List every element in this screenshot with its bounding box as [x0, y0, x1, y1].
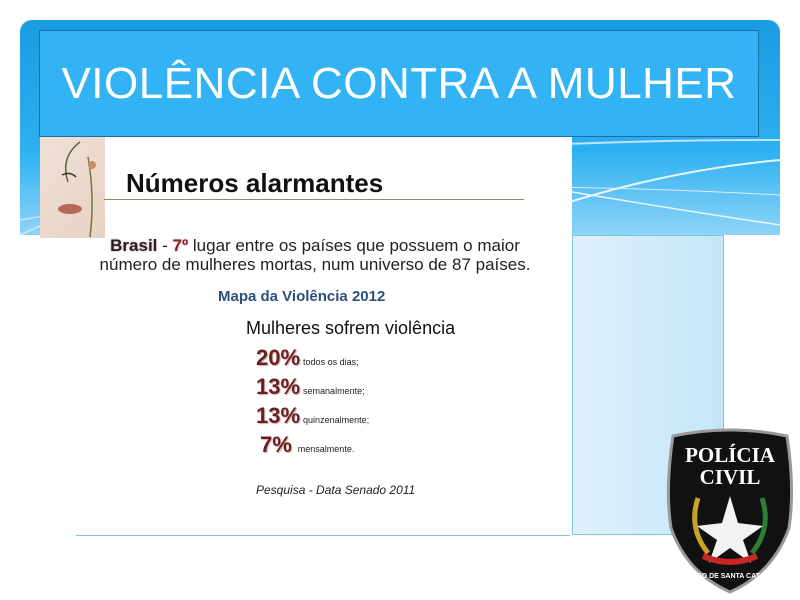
stat-label: semanalmente; [303, 386, 365, 396]
stat-label: quinzenalmente; [303, 415, 370, 425]
stat-percent: 13% [256, 403, 301, 428]
stat-row: 13% semanalmente; [256, 374, 365, 400]
footnote: Pesquisa - Data Senado 2011 [256, 483, 416, 497]
stat-label: todos os dias; [303, 357, 359, 367]
stat-row: 20% todos os dias; [256, 345, 359, 371]
rank-label: 7º [172, 236, 189, 255]
policia-civil-badge-logo: POLÍCIA CIVIL ESTADO DE SANTA CATARINA [666, 428, 794, 594]
stat-percent: 20% [256, 345, 301, 370]
svg-text:CIVIL: CIVIL [700, 465, 761, 489]
stat-row: 7% mensalmente. [260, 432, 354, 458]
source-heading: Mapa da Violência 2012 [218, 288, 386, 305]
stat-label: mensalmente. [297, 444, 355, 454]
title-box: VIOLÊNCIA CONTRA A MULHER [39, 30, 759, 137]
stat-percent: 13% [256, 374, 301, 399]
statement-line2: número de mulheres mortas, num universo … [99, 255, 531, 274]
country-label: Brasil [110, 236, 158, 255]
section-subtitle: Números alarmantes [126, 168, 384, 198]
svg-text:ESTADO DE SANTA CATARINA: ESTADO DE SANTA CATARINA [678, 573, 781, 580]
svg-text:POLÍCIA: POLÍCIA [685, 443, 776, 467]
bottom-divider [76, 535, 570, 536]
statement-line1: lugar entre os países que possuem o maio… [188, 236, 520, 255]
woman-face-illustration [40, 137, 105, 238]
brasil-statement: Brasil - 7º lugar entre os países que po… [99, 236, 531, 274]
slide-title: VIOLÊNCIA CONTRA A MULHER [61, 58, 737, 108]
stat-percent: 7% [260, 432, 292, 457]
content-panel [40, 137, 572, 535]
subtitle-underline [104, 199, 524, 200]
stat-row: 13% quinzenalmente; [256, 403, 369, 429]
stats-heading: Mulheres sofrem violência [246, 318, 456, 338]
